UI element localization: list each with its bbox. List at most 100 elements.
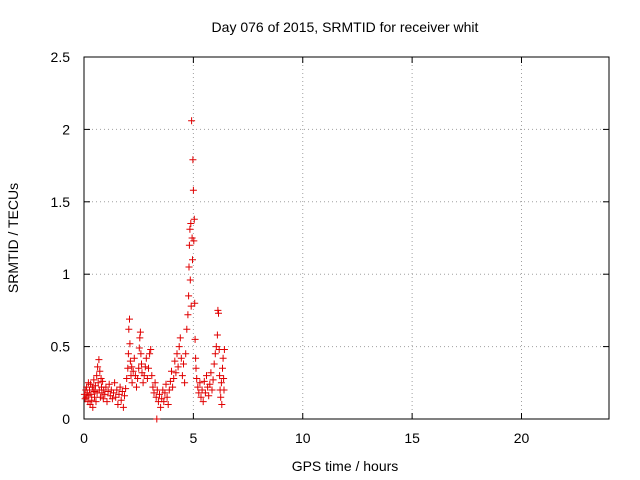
data-point [157,403,165,411]
data-point [136,328,144,336]
data-point [140,372,148,380]
data-point [133,383,140,391]
data-point [146,350,154,358]
data-point [201,389,209,397]
data-point [135,344,143,352]
data-point [143,375,151,382]
y-tick-label: 2 [62,121,70,137]
data-point [185,241,193,249]
data-point [218,401,226,408]
data-point [128,379,136,387]
data-point [207,369,215,377]
data-point [177,354,185,362]
data-point [200,377,208,385]
data-point [208,386,216,394]
data-point [153,415,161,423]
data-point [105,380,113,388]
data-point [147,346,155,353]
y-tick-label: 2.5 [51,49,71,65]
data-point [210,360,218,368]
data-point [217,379,225,387]
data-point [217,393,225,401]
data-point [110,389,117,397]
data-point [220,375,228,382]
data-point [141,363,149,371]
x-tick-label: 5 [189,430,197,446]
data-point [99,395,107,403]
data-point [129,367,137,375]
data-point [90,376,98,384]
data-point [212,343,220,351]
data-point [178,372,186,380]
data-point [135,364,143,372]
y-tick-label: 1 [62,266,70,282]
data-point [194,383,202,391]
data-point [151,379,159,387]
data-point [206,380,214,388]
data-point [138,360,145,368]
x-tick-label: 10 [295,430,311,446]
data-point [94,379,102,387]
data-point [113,386,121,394]
data-point [156,390,163,398]
data-point [175,343,183,351]
x-axis-label: GPS time / hours [292,458,399,474]
data-point [150,389,158,397]
data-point [183,325,191,333]
data-point [220,386,228,394]
x-tick-labels: 0 5 10 15 20 [80,430,529,446]
data-point [130,354,138,362]
axis-ticks [83,56,609,420]
data-point [166,377,174,385]
data-point [220,346,228,353]
data-point [160,398,168,406]
data-point [216,372,224,380]
data-point [126,357,134,365]
data-point [164,401,172,408]
data-point [111,379,119,387]
chart-title: Day 076 of 2015, SRMTID for receiver whi… [212,19,479,35]
data-point [102,383,110,391]
data-point [205,392,213,400]
data-point [196,379,204,387]
data-point [169,383,177,391]
data-series [80,117,228,423]
data-point [96,393,104,401]
data-point [185,292,193,300]
data-point [121,392,128,400]
data-point [134,375,142,382]
data-point [152,393,160,401]
data-point [116,383,124,391]
data-point [198,386,206,394]
data-point [186,225,194,233]
data-point [125,325,133,333]
data-point [199,398,207,406]
data-point [176,334,184,342]
grid [84,57,609,419]
data-point [163,393,171,401]
data-point [136,334,144,342]
data-point [149,383,157,391]
data-point [191,335,199,343]
data-point [192,354,200,362]
data-point [219,354,227,362]
data-point [191,299,199,307]
data-point [96,367,104,375]
data-point [187,220,195,227]
data-point [122,385,130,393]
data-point [145,364,152,372]
data-point [118,388,126,395]
y-tick-labels: 0 0.5 1 1.5 2 2.5 [51,49,71,427]
data-point [94,363,102,371]
data-point [142,354,150,362]
data-point [188,117,196,125]
data-point [126,340,134,348]
data-point [171,357,179,365]
data-point [203,372,210,380]
data-point [161,389,169,397]
data-point [190,215,198,223]
data-point [89,386,97,394]
data-point [124,364,132,372]
data-point [89,403,97,411]
